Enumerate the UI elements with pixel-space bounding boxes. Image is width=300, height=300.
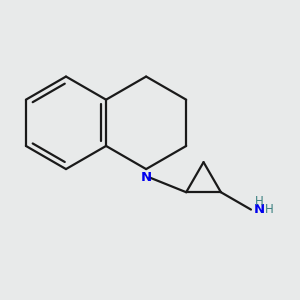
Text: N: N <box>253 203 264 216</box>
Text: H: H <box>255 195 264 208</box>
Text: N: N <box>141 171 152 184</box>
Text: H: H <box>265 203 274 216</box>
